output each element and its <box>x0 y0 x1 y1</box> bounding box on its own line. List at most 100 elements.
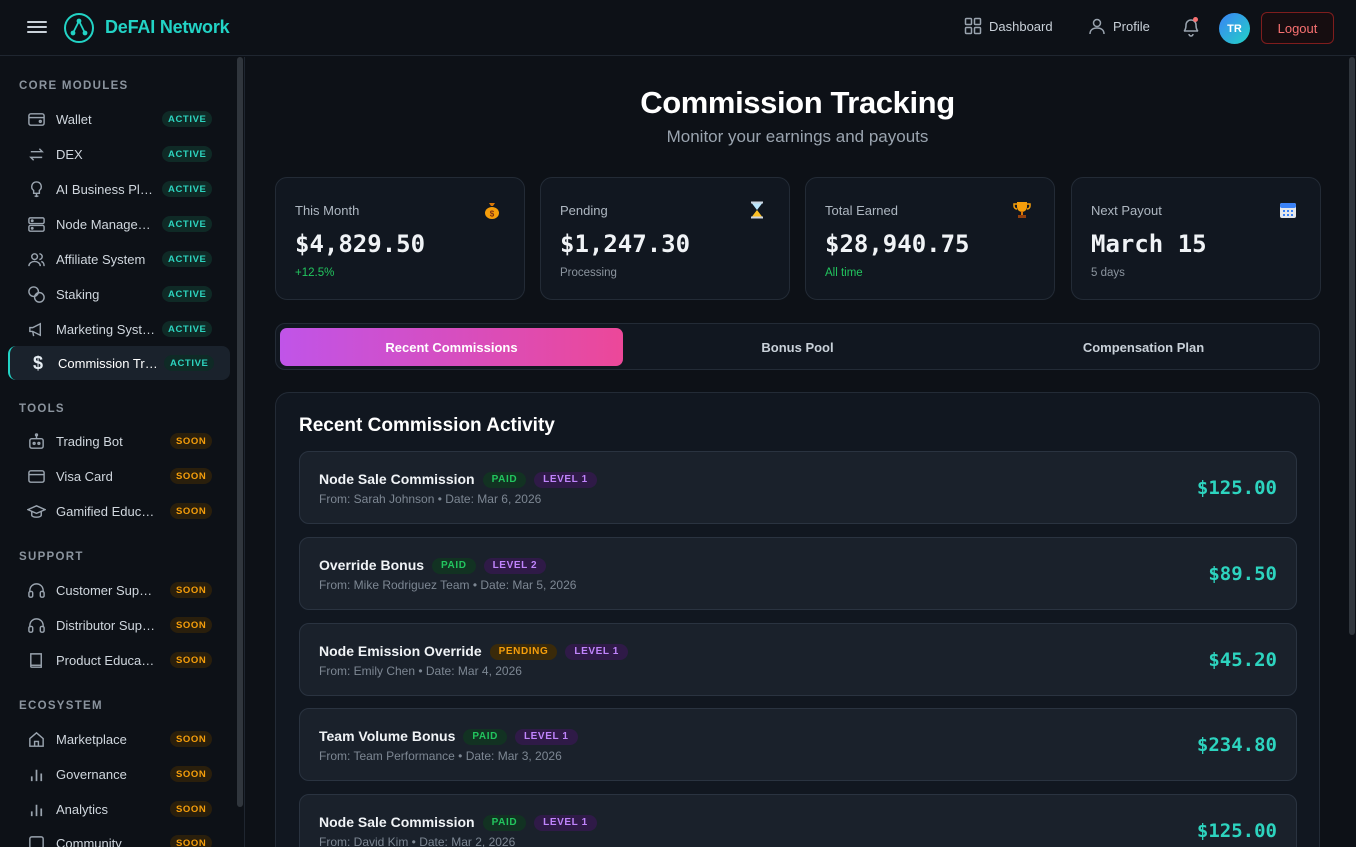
status-badge: PAID <box>482 815 527 831</box>
level-badge: LEVEL 1 <box>565 644 628 660</box>
top-bar: DeFAI Network Dashboard Profile TR Logou… <box>0 0 1356 56</box>
sidebar-item-label: AI Business Planner <box>56 181 156 197</box>
sidebar-item-customer-support[interactable]: Customer Support SOON <box>8 573 230 607</box>
megaphone-icon <box>26 319 46 339</box>
status-badge: ACTIVE <box>164 355 215 371</box>
sidebar-item-marketing-system[interactable]: Marketing System ACTIVE <box>8 312 230 346</box>
nav-profile-link[interactable]: Profile <box>1088 17 1150 35</box>
stat-card-this-month: This Month $ $4,829.50 +12.5% <box>275 177 525 300</box>
sidebar-item-ai-business-planner[interactable]: AI Business Planner ACTIVE <box>8 172 230 206</box>
notifications-button[interactable] <box>1181 17 1201 37</box>
tab-compensation-plan[interactable]: Compensation Plan <box>1082 339 1205 355</box>
commission-activity-panel: Recent Commission Activity Node Sale Com… <box>275 392 1320 847</box>
sidebar-item-distributor-support[interactable]: Distributor Support SOON <box>8 608 230 642</box>
sidebar-item-governance[interactable]: Governance SOON <box>8 757 230 791</box>
sidebar-item-label: Product Education <box>56 652 156 668</box>
sidebar-item-label: Customer Support <box>56 582 156 598</box>
sidebar-item-analytics[interactable]: Analytics SOON <box>8 792 230 826</box>
commission-row[interactable]: Node Sale Commission PAID LEVEL 1 From: Da… <box>299 794 1297 847</box>
status-badge: SOON <box>170 503 213 519</box>
sidebar-item-gamified-education[interactable]: Gamified Education SOON <box>8 494 230 528</box>
sidebar-item-label: Distributor Support <box>56 617 156 633</box>
commission-row[interactable]: Override Bonus PAID LEVEL 2 From: Mike Rod… <box>299 537 1297 610</box>
sidebar-item-wallet[interactable]: Wallet ACTIVE <box>8 102 230 136</box>
sidebar-scrollbar[interactable] <box>237 57 243 807</box>
sidebar-item-label: Analytics <box>56 801 109 817</box>
commission-meta: From: David Kim • Date: Mar 2, 2026 <box>319 835 516 847</box>
tab-recent-commissions[interactable]: Recent Commissions <box>280 328 623 366</box>
status-badge: SOON <box>170 652 213 668</box>
tab-bar: Recent Commissions Bonus Pool Compensati… <box>275 323 1320 370</box>
avatar[interactable]: TR <box>1219 13 1250 44</box>
stat-card-total-earned: Total Earned $28,940.75 All time <box>805 177 1055 300</box>
stat-sub: 5 days <box>1091 267 1125 279</box>
status-badge: ACTIVE <box>162 111 213 127</box>
commission-meta: From: Emily Chen • Date: Mar 4, 2026 <box>319 664 522 678</box>
grid-icon <box>964 17 982 35</box>
sidebar-item-visa-card[interactable]: Visa Card SOON <box>8 459 230 493</box>
bar-chart-icon <box>26 799 46 819</box>
sidebar-item-trading-bot[interactable]: Trading Bot SOON <box>8 424 230 458</box>
stat-label: Pending <box>560 203 608 218</box>
sidebar-section-title: SUPPORT <box>19 551 84 563</box>
brand-name[interactable]: DeFAI Network <box>105 17 230 37</box>
commission-amount: $45.20 <box>1208 649 1277 671</box>
page-title: Commission Tracking <box>640 85 955 120</box>
commission-meta: From: Sarah Johnson • Date: Mar 6, 2026 <box>319 492 542 506</box>
commission-meta: From: Team Performance • Date: Mar 3, 20… <box>319 749 562 763</box>
status-badge: ACTIVE <box>162 251 213 267</box>
menu-icon[interactable] <box>27 18 47 38</box>
book-icon <box>26 650 46 670</box>
status-badge: PAID <box>463 729 507 745</box>
sidebar-item-community[interactable]: Community SOON <box>8 826 230 847</box>
stat-value: $1,247.30 <box>560 230 691 258</box>
dollar-icon: $ <box>32 352 43 373</box>
commission-amount: $125.00 <box>1196 477 1277 499</box>
sidebar: CORE MODULES Wallet ACTIVE DEX ACTIVE AI… <box>0 57 245 847</box>
sidebar-item-affiliate-system[interactable]: Affiliate System ACTIVE <box>8 242 230 276</box>
sidebar-item-label: Marketplace <box>56 731 127 747</box>
commission-row[interactable]: Node Sale Commission PAID LEVEL 1 From: Sa… <box>299 451 1297 524</box>
chat-icon <box>26 833 46 847</box>
commission-amount: $125.00 <box>1196 820 1277 842</box>
status-badge: ACTIVE <box>162 286 213 302</box>
sidebar-item-commission-tracking[interactable]: $ Commission Tracking ACTIVE <box>8 346 230 380</box>
coins-icon <box>26 284 46 304</box>
commission-row[interactable]: Node Emission Override PENDING LEVEL 1 Fro… <box>299 623 1297 696</box>
tab-bonus-pool[interactable]: Bonus Pool <box>761 339 834 355</box>
commission-meta: From: Mike Rodriguez Team • Date: Mar 5,… <box>319 578 577 592</box>
status-badge: PENDING <box>489 644 558 660</box>
sidebar-item-node-management[interactable]: Node Management ACTIVE <box>8 207 230 241</box>
sidebar-item-product-education[interactable]: Product Education SOON <box>8 643 230 677</box>
main-scrollbar[interactable] <box>1349 57 1355 635</box>
users-icon <box>26 249 46 269</box>
status-badge: SOON <box>170 468 213 484</box>
commission-row[interactable]: Team Volume Bonus PAID LEVEL 1 From: Team … <box>299 708 1297 781</box>
bell-icon <box>1183 19 1199 37</box>
status-badge: SOON <box>170 731 213 747</box>
sidebar-item-marketplace[interactable]: Marketplace SOON <box>8 722 230 756</box>
level-badge: LEVEL 1 <box>534 815 597 831</box>
sidebar-section-title: CORE MODULES <box>19 80 129 92</box>
stat-sub: Processing <box>560 267 617 279</box>
level-badge: LEVEL 1 <box>514 729 578 745</box>
logout-button[interactable]: Logout <box>1261 12 1334 44</box>
sidebar-item-label: Wallet <box>56 111 92 127</box>
nav-dashboard-link[interactable]: Dashboard <box>964 17 1053 35</box>
stat-sub: All time <box>825 267 863 279</box>
status-badge: PAID <box>482 472 527 488</box>
stat-card-next-payout: Next Payout March 15 5 days <box>1071 177 1321 300</box>
nav-profile-label: Profile <box>1113 18 1150 34</box>
sidebar-item-label: Affiliate System <box>56 251 146 267</box>
commission-title: Override Bonus <box>319 557 425 573</box>
commission-amount: $234.80 <box>1196 734 1277 756</box>
level-badge: LEVEL 2 <box>483 558 547 574</box>
sidebar-item-label: Gamified Education <box>56 503 156 519</box>
status-badge: ACTIVE <box>162 146 213 162</box>
sidebar-item-staking[interactable]: Staking ACTIVE <box>8 277 230 311</box>
level-badge: LEVEL 1 <box>534 472 597 488</box>
sidebar-item-dex[interactable]: DEX ACTIVE <box>8 137 230 171</box>
sidebar-item-label: DEX <box>56 146 83 162</box>
commission-title: Team Volume Bonus <box>319 728 456 744</box>
stat-label: Next Payout <box>1091 203 1162 218</box>
